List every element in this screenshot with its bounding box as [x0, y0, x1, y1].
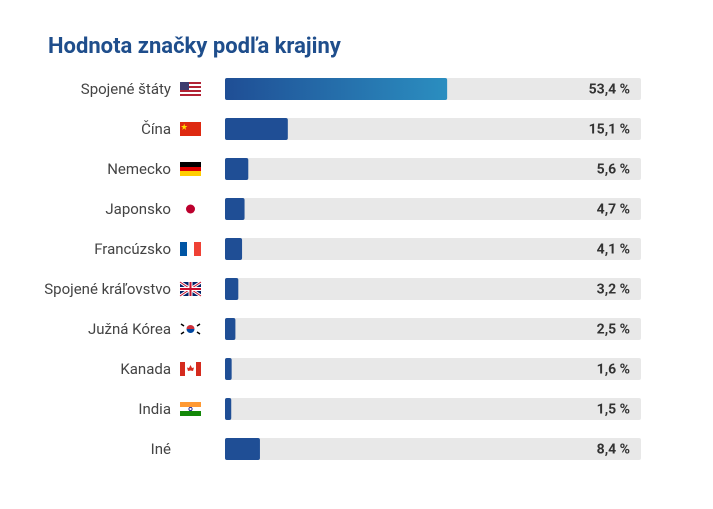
flag-uk: [179, 280, 202, 298]
bar: [225, 78, 448, 100]
category-label: Čína: [141, 120, 171, 138]
category-label: Spojené kráľovstvo: [44, 280, 171, 298]
flag-cn: [180, 122, 201, 136]
bar: [225, 398, 232, 420]
value-label: 1,5 %: [597, 402, 630, 418]
category-label: Spojené štáty: [81, 80, 171, 98]
category-label: Kanada: [120, 360, 171, 378]
bar: [225, 358, 232, 380]
bar: [225, 158, 249, 180]
bar-track: [225, 358, 641, 380]
bar-track: [225, 438, 641, 460]
category-label: Japonsko: [105, 200, 171, 218]
flag-ca: [180, 362, 201, 376]
bar: [225, 238, 243, 260]
bar: [225, 198, 245, 220]
value-label: 4,7 %: [597, 202, 630, 218]
value-label: 4,1 %: [597, 242, 630, 258]
flag-jp: [180, 202, 201, 216]
category-label: Iné: [151, 440, 171, 458]
bar-track: [225, 118, 641, 140]
category-label: Francúzsko: [94, 240, 171, 258]
bar: [225, 318, 236, 340]
flag-fr: [180, 242, 201, 256]
bar-track: [225, 238, 641, 260]
bar-track: [225, 318, 641, 340]
bar-track: [225, 198, 641, 220]
value-label: 2,5 %: [597, 322, 630, 338]
category-label: India: [138, 400, 171, 418]
flag-in: [180, 402, 201, 416]
bar-track: [225, 158, 641, 180]
value-label: 15,1 %: [589, 122, 630, 138]
bar: [225, 278, 239, 300]
value-label: 5,6 %: [597, 162, 630, 178]
bar: [225, 438, 260, 460]
flag-kr: [180, 322, 201, 336]
value-label: 3,2 %: [597, 282, 630, 298]
category-label: Južná Kórea: [88, 320, 171, 338]
category-label: Nemecko: [107, 160, 171, 178]
value-label: 8,4 %: [597, 442, 630, 458]
flag-us: [180, 82, 201, 96]
value-label: 53,4 %: [589, 82, 630, 98]
flags: [179, 82, 202, 416]
chart-title: Hodnota značky podľa krajiny: [48, 34, 342, 59]
value-label: 1,6 %: [597, 362, 630, 378]
bar: [225, 118, 288, 140]
flag-de: [180, 162, 201, 176]
bar-track: [225, 398, 641, 420]
bar-track: [225, 278, 641, 300]
